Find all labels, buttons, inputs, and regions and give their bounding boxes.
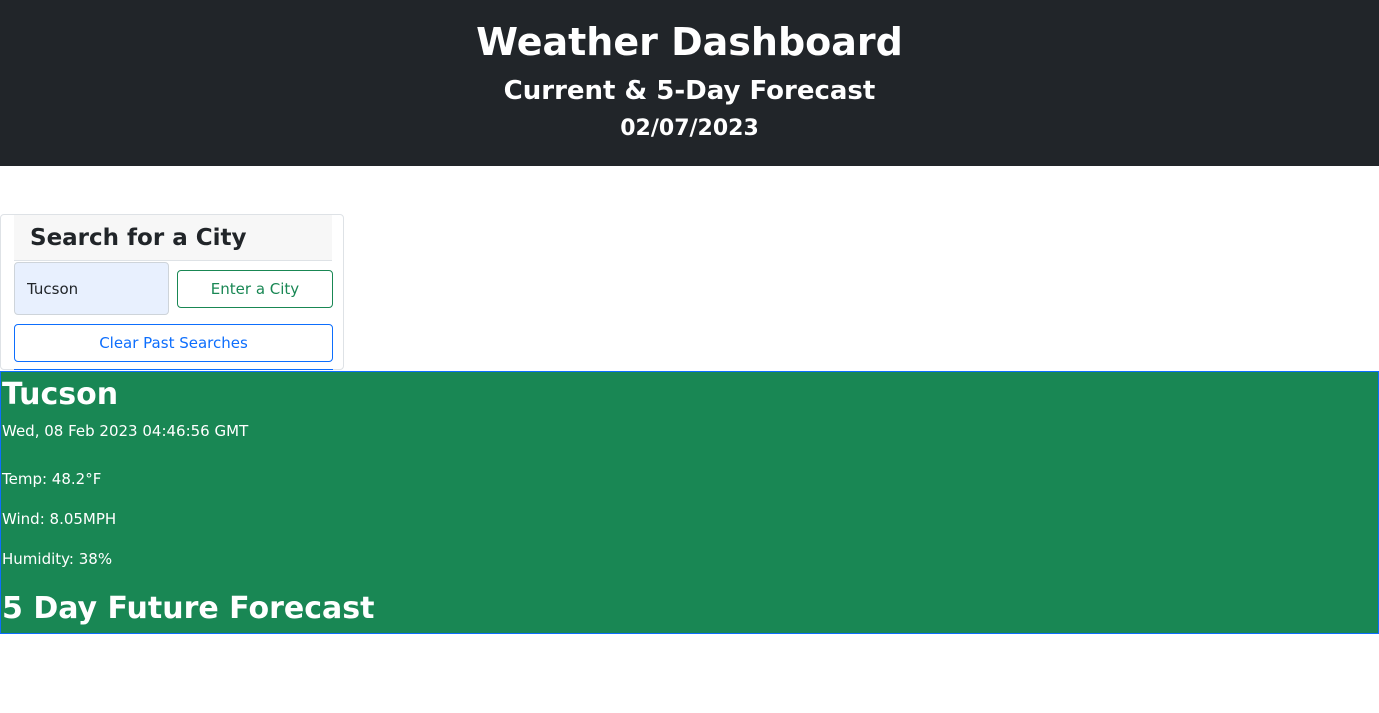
current-weather-panel: Tucson Wed, 08 Feb 2023 04:46:56 GMT Tem… bbox=[0, 371, 1379, 634]
city-search-input[interactable] bbox=[14, 262, 169, 315]
page-title: Weather Dashboard bbox=[476, 20, 903, 64]
search-title: Search for a City bbox=[30, 225, 247, 251]
current-temp: Temp: 48.2°F bbox=[2, 470, 102, 488]
current-wind: Wind: 8.05MPH bbox=[2, 510, 117, 528]
current-humidity: Humidity: 38% bbox=[2, 550, 113, 568]
search-history-list bbox=[14, 369, 333, 371]
search-card: Search for a City Enter a City Clear Pas… bbox=[0, 214, 344, 370]
page-subtitle: Current & 5-Day Forecast bbox=[503, 76, 876, 106]
current-date: 02/07/2023 bbox=[620, 116, 759, 141]
forecast-title: 5 Day Future Forecast bbox=[2, 591, 375, 626]
search-card-header: Search for a City bbox=[14, 215, 332, 261]
clear-past-searches-button[interactable]: Clear Past Searches bbox=[14, 324, 333, 362]
page-header: Weather Dashboard Current & 5-Day Foreca… bbox=[0, 0, 1379, 166]
current-city-name: Tucson bbox=[2, 377, 119, 412]
enter-city-button[interactable]: Enter a City bbox=[177, 270, 333, 308]
current-datetime: Wed, 08 Feb 2023 04:46:56 GMT bbox=[2, 422, 249, 440]
